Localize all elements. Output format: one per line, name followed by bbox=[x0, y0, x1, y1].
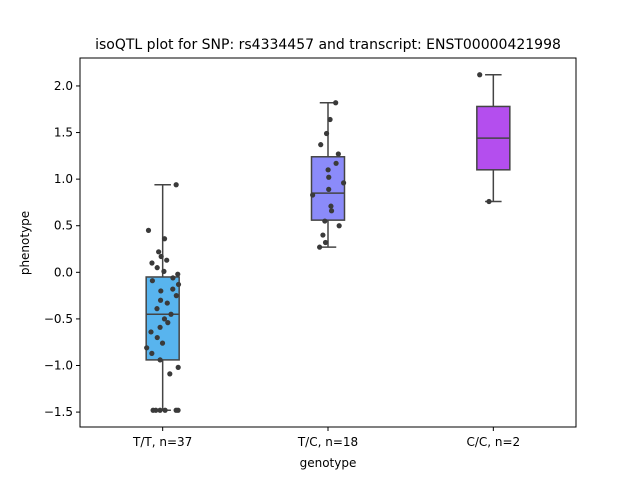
data-point bbox=[325, 167, 331, 173]
data-point bbox=[161, 268, 167, 274]
data-point bbox=[167, 371, 173, 377]
y-axis-label: phenotype bbox=[18, 211, 32, 275]
data-point bbox=[165, 320, 171, 326]
x-axis: T/T, n=37 T/C, n=18 C/C, n=2 bbox=[132, 427, 520, 449]
y-tick-label: 0.5 bbox=[54, 219, 73, 233]
data-point bbox=[149, 350, 155, 356]
data-point bbox=[327, 116, 333, 123]
data-point bbox=[333, 100, 339, 106]
data-point bbox=[326, 174, 332, 180]
data-point bbox=[157, 407, 163, 413]
data-point bbox=[156, 249, 162, 255]
data-point bbox=[161, 236, 168, 242]
data-point bbox=[158, 288, 164, 294]
data-point bbox=[170, 275, 176, 281]
chart-title: isoQTL plot for SNP: rs4334457 and trans… bbox=[95, 37, 561, 53]
data-point bbox=[310, 192, 316, 198]
y-tick-label: 1.0 bbox=[54, 172, 73, 186]
data-point bbox=[328, 203, 334, 209]
y-tick-label: −0.5 bbox=[44, 312, 73, 326]
data-point bbox=[317, 244, 323, 250]
data-point bbox=[328, 208, 335, 214]
data-point bbox=[159, 340, 166, 346]
data-point bbox=[157, 324, 163, 330]
data-point bbox=[340, 180, 347, 186]
data-point bbox=[175, 281, 182, 288]
data-point bbox=[154, 306, 160, 312]
x-tick-label: T/T, n=37 bbox=[132, 435, 192, 449]
data-point bbox=[168, 311, 174, 317]
data-point bbox=[323, 130, 330, 137]
box-group bbox=[476, 74, 511, 203]
data-point bbox=[164, 300, 170, 306]
data-point bbox=[322, 218, 328, 224]
data-point bbox=[158, 253, 164, 260]
y-tick-label: −1.0 bbox=[44, 359, 73, 373]
data-point bbox=[145, 227, 152, 233]
y-tick-label: 0.0 bbox=[54, 265, 73, 279]
data-point bbox=[335, 151, 341, 157]
x-tick-label: C/C, n=2 bbox=[466, 435, 520, 449]
data-point bbox=[326, 186, 332, 192]
data-point bbox=[144, 345, 150, 351]
x-axis-label: genotype bbox=[300, 456, 357, 470]
data-point bbox=[149, 260, 155, 266]
data-point bbox=[486, 198, 492, 205]
data-point bbox=[154, 334, 160, 341]
data-point bbox=[150, 407, 156, 413]
y-tick-label: 1.5 bbox=[54, 126, 73, 140]
data-point bbox=[161, 316, 168, 322]
data-point bbox=[170, 286, 176, 292]
data-point bbox=[157, 297, 164, 303]
y-tick-label: −1.5 bbox=[44, 405, 73, 419]
data-point bbox=[173, 182, 179, 188]
x-tick-label: T/C, n=18 bbox=[297, 435, 358, 449]
data-point bbox=[333, 160, 339, 166]
point-layer bbox=[144, 72, 492, 413]
data-point bbox=[320, 232, 326, 238]
y-tick-label: 2.0 bbox=[54, 79, 73, 93]
data-point bbox=[164, 257, 170, 263]
data-point bbox=[148, 329, 154, 335]
data-point bbox=[162, 407, 168, 413]
data-point bbox=[154, 265, 160, 271]
data-point bbox=[149, 278, 155, 284]
data-point bbox=[318, 142, 324, 148]
y-axis: 2.0 1.5 1.0 0.5 0.0 −0.5 −1.0 −1.5 bbox=[44, 79, 80, 419]
data-point bbox=[175, 271, 181, 277]
data-point bbox=[157, 357, 163, 363]
data-point bbox=[173, 407, 179, 413]
data-point bbox=[336, 223, 342, 229]
data-point bbox=[175, 364, 181, 370]
data-point bbox=[322, 239, 329, 246]
data-point bbox=[173, 293, 179, 299]
data-point bbox=[477, 72, 483, 78]
